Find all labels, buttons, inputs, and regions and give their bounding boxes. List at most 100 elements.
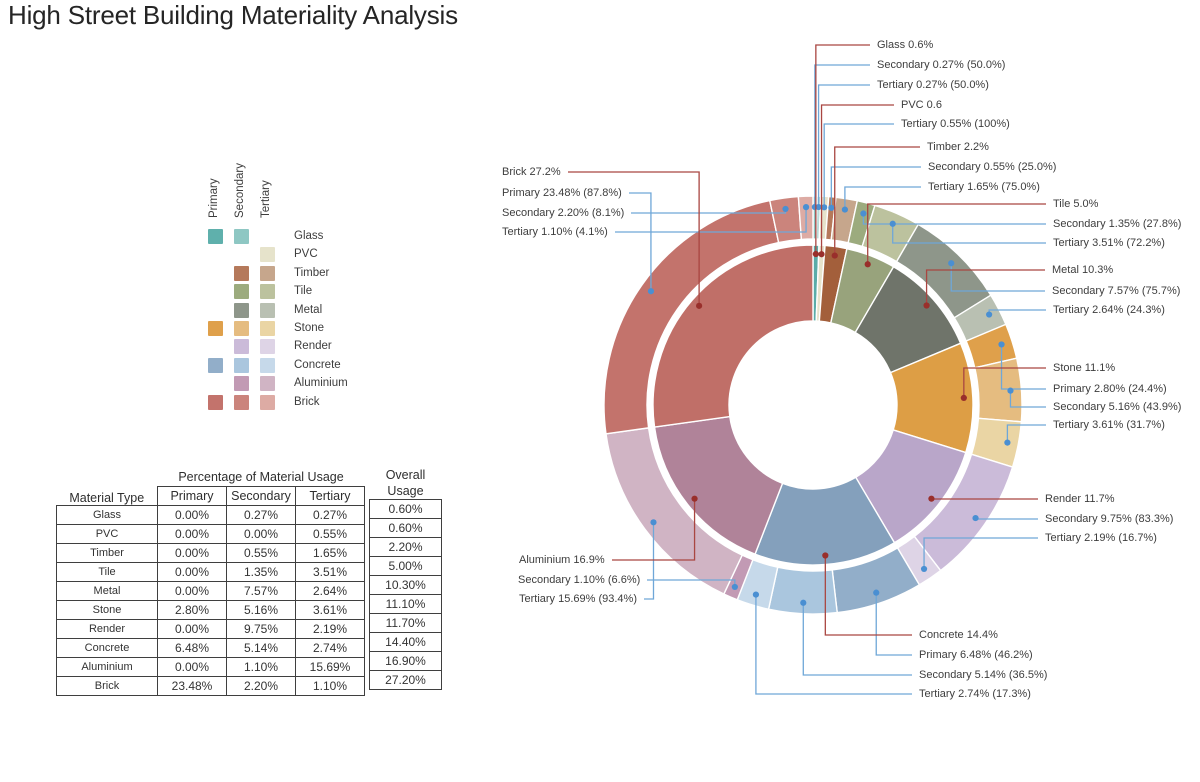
leader-dot [752,591,760,598]
leader-line [892,223,1046,244]
segment-aluminium-inner[interactable] [653,415,784,555]
leader-line [963,367,1046,398]
leader-line [817,84,870,208]
leader-line [612,498,696,561]
legend-label: Glass [294,230,324,242]
table-cell: 2.80% [157,600,227,620]
callout-label: Secondary 7.57% (75.7%) [1052,285,1181,297]
legend-label: Brick [294,395,320,408]
leader-dot [928,495,935,502]
leader-line [644,522,655,600]
leader-line [802,602,912,676]
legend-swatch [234,229,249,244]
leader-line [815,44,870,255]
leader-dot [828,204,835,211]
leader-dot [802,204,810,211]
legend-swatch [260,247,275,263]
table-cell: 5.16% [226,600,296,620]
callout-label: Tertiary 2.74% (17.3%) [919,688,1031,700]
leader-dot [815,203,822,211]
legend-swatch [260,376,275,392]
leader-dot [841,206,848,213]
materials-table: Percentage of Material Usage Material Ty… [56,468,365,696]
leader-dot [782,205,789,213]
leader-line [615,207,807,233]
legend-label: Timber [294,266,330,279]
table-cell: 0.00% [226,524,296,544]
table-cell: Metal [56,581,158,601]
overall-row: 2.20% [369,537,442,558]
leader-dot [972,514,979,522]
callout-label: Brick 27.2% [502,166,561,178]
leader-line [820,104,894,255]
table-row: Brick 23.48% 2.20% 1.10% [56,676,365,696]
legend-row-tile: Tile [205,283,475,301]
leader-dot [920,565,928,573]
callout-label: Primary 2.80% (24.4%) [1053,383,1167,395]
legend-label: Render [294,340,332,353]
material-type-header: Material Type [69,491,145,505]
legend-label: Aluminium [294,377,348,390]
callout-label: Timber 2.2% [927,141,989,153]
leader-line [862,213,1046,225]
legend-label: Tile [294,285,313,298]
legend-swatch [234,357,249,373]
callout-label: Tertiary 1.10% (4.1%) [502,226,608,238]
leader-dot [818,251,825,258]
legend-label: PVC [294,248,318,261]
leader-line [1009,390,1046,408]
leader-line [823,123,894,208]
callout-label: Secondary 0.27% (50.0%) [877,59,1006,71]
callout-label: Secondary 5.14% (36.5%) [919,669,1048,681]
legend-row-stone: Stone [205,320,475,338]
segment-brick-inner[interactable] [652,244,814,428]
legend-swatch [260,265,275,281]
legend-row-concrete: Concrete [205,357,475,375]
leader-line [755,594,912,695]
table-row: Timber 0.00% 0.55% 1.65% [56,543,365,563]
legend: Glass PVC Timber Tile Metal Stone Render Concre… [205,228,475,418]
legend-swatch [208,321,223,336]
callout-label: Secondary 0.55% (25.0%) [928,161,1057,173]
leader-line [814,64,870,208]
overall-row: 14.40% [369,632,442,653]
leader-dot [821,204,828,211]
table-row: Stone 2.80% 5.16% 3.61% [56,600,365,620]
overall-row: 27.20% [369,670,442,691]
callout-label: PVC 0.6 [901,99,942,111]
callout-label: Tertiary 3.61% (31.7%) [1053,419,1165,431]
legend-row-glass: Glass [205,228,475,246]
overall-cell: 5.00% [369,556,442,577]
legend-row-aluminium: Aluminium [205,375,475,393]
legend-swatch [234,302,249,318]
legend-swatch [260,394,275,410]
leader-line [1006,424,1046,443]
table-cell: 2.20% [226,676,296,696]
legend-label: Concrete [294,358,341,371]
leader-dot [647,288,655,295]
table-cell: 3.51% [295,562,365,582]
legend-swatch [260,339,275,355]
overall-usage-table: Overall Usage 0.60% 0.60% 2.20% 5.00% 10.30%… [369,468,442,691]
leader-dot [812,250,819,258]
table-cell: 1.10% [295,676,365,696]
overall-row: 11.70% [369,613,442,634]
leader-dot [822,552,829,559]
legend-row-brick: Brick [205,394,475,412]
leader-dot [1007,387,1014,394]
table-row: PVC 0.00% 0.00% 0.55% [56,524,365,544]
callout-label: Render 11.7% [1045,493,1115,505]
legend-swatch [234,376,249,392]
overall-cell: 14.40% [369,632,442,653]
callout-label: Stone 11.1% [1053,362,1116,374]
callout-label: Tile 5.0% [1053,198,1099,210]
callout-label: Tertiary 2.19% (16.7%) [1045,532,1157,544]
leader-dot [1004,439,1011,446]
legend-swatch [260,321,275,336]
overall-row: 5.00% [369,556,442,577]
materiality-tables: Percentage of Material Usage Material Ty… [56,468,442,696]
legend-label: Metal [294,303,323,316]
legend-row-timber: Timber [205,265,475,283]
callout-label: Concrete 14.4% [919,629,998,641]
